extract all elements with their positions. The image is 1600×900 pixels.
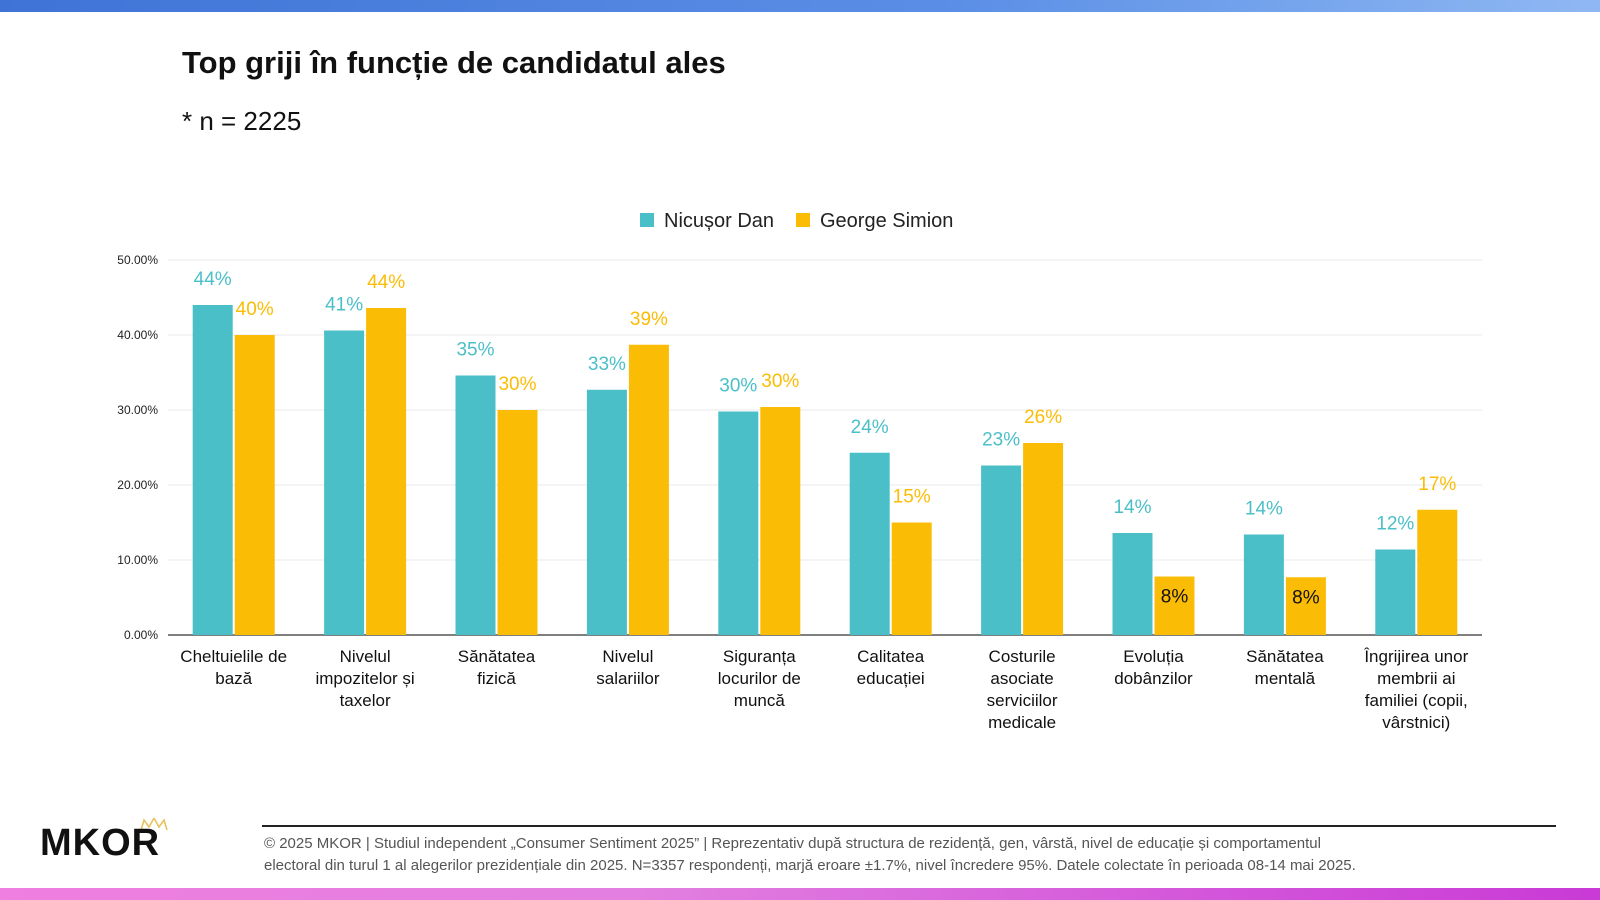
footer-divider [262,825,1556,827]
data-label: 30% [498,374,536,395]
bar-nicusor-dan [850,453,890,635]
bar-george-simion [235,335,275,635]
data-label: 33% [588,354,626,375]
footer-line-2: electoral din turul 1 al alegerilor prez… [264,855,1564,877]
x-tick-label: Nivelul salariilor [596,647,660,688]
x-tick-label-line: educației [857,669,925,688]
x-tick-label-line: Calitatea [857,647,925,666]
data-label: 17% [1418,474,1456,495]
x-tick-label-line: asociate [990,669,1053,688]
x-tick-label-line: serviciilor [987,691,1058,710]
x-tick-label-line: muncă [734,691,786,710]
data-label: 30% [719,376,757,397]
legend-label: Nicușor Dan [664,210,774,232]
data-label: 26% [1024,407,1062,428]
x-tick-label-line: dobânzilor [1114,669,1193,688]
x-tick-label: Siguranța locurilor de muncă [718,647,801,710]
data-label: 8% [1292,587,1320,608]
x-tick-label-line: fizică [477,669,516,688]
x-tick-label: Nivelul impozitelor și taxelor [315,647,414,710]
x-tick-label: Sănătatea fizică [458,647,536,688]
x-tick-label-line: medicale [988,713,1056,732]
x-tick-label-line: Cheltuielile de [180,647,287,666]
data-label: 24% [851,417,889,438]
bar-george-simion [629,345,669,635]
y-tick-label: 10.00% [117,553,158,567]
legend-swatch-dan [640,213,654,227]
x-tick-label: Evoluția dobânzilor [1114,647,1193,688]
legend-swatch-simion [796,213,810,227]
bar-nicusor-dan [981,466,1021,636]
y-tick-label: 50.00% [117,253,158,267]
bar-nicusor-dan [324,331,364,636]
mkor-logo: MKOR [40,818,190,862]
x-tick-label-line: membrii ai [1377,669,1455,688]
data-label: 44% [194,269,232,290]
x-tick-label: Cheltuielile de bază [180,647,287,688]
x-tick-label-line: locurilor de [718,669,801,688]
logo-text: MKOR [40,822,160,865]
data-label: 40% [236,299,274,320]
data-label: 44% [367,272,405,293]
bar-george-simion [892,523,932,636]
bar-george-simion [498,410,538,635]
data-label: 8% [1161,587,1189,608]
x-tick-label-line: impozitelor și [315,669,414,688]
bar-nicusor-dan [1113,533,1153,635]
x-tick-label-line: Evoluția [1123,647,1184,666]
x-tick-label-line: familiei (copii, [1365,691,1468,710]
bar-nicusor-dan [587,390,627,635]
data-label: 35% [456,340,494,361]
bar-nicusor-dan [1375,550,1415,636]
data-label: 15% [893,487,931,508]
data-label: 30% [761,371,799,392]
data-label: 39% [630,309,668,330]
data-label: 41% [325,295,363,316]
x-tick-label-line: Sănătatea [458,647,536,666]
y-tick-label: 20.00% [117,478,158,492]
data-label: 12% [1376,514,1414,535]
bar-george-simion [1023,443,1063,635]
data-label: 23% [982,430,1020,451]
bar-nicusor-dan [193,305,233,635]
x-tick-label-line: Costurile [989,647,1056,666]
bar-nicusor-dan [456,376,496,636]
x-tick-label-line: Sănătatea [1246,647,1324,666]
x-tick-label: Îngrijirea unor membrii ai familiei (copii… [1363,647,1468,732]
y-tick-label: 0.00% [124,628,158,642]
x-tick-label-line: mentală [1255,669,1316,688]
legend-label: George Simion [820,210,953,232]
data-label: 14% [1245,499,1283,520]
bar-george-simion [1417,510,1457,635]
x-tick-label-line: Siguranța [723,647,796,666]
x-tick-label-line: salariilor [596,669,660,688]
x-tick-label-line: Nivelul [340,647,391,666]
bar-george-simion [760,407,800,635]
grouped-bar-chart: 0.00% 10.00% 20.00% 30.00% 40.00% 50.00% Nicuș… [0,0,1600,760]
x-tick-label: Costurile asociate serviciilor medicale [987,647,1058,732]
y-tick-label: 40.00% [117,328,158,342]
bar-nicusor-dan [1244,535,1284,636]
footer-line-1: © 2025 MKOR | Studiul independent „Consu… [264,833,1564,855]
x-tick-label-line: taxelor [340,691,391,710]
footer-disclaimer: © 2025 MKOR | Studiul independent „Consu… [264,833,1564,877]
x-tick-label-line: Îngrijirea unor [1363,647,1468,666]
data-label: 14% [1113,497,1151,518]
x-tick-label-line: bază [215,669,252,688]
x-tick-label-line: Nivelul [602,647,653,666]
x-tick-label: Calitatea educației [857,647,925,688]
bar-nicusor-dan [718,412,758,636]
bar-george-simion [366,308,406,635]
y-tick-label: 30.00% [117,403,158,417]
bottom-gradient-band [0,888,1600,900]
x-tick-label-line: vârstnici) [1382,713,1450,732]
x-tick-label: Sănătatea mentală [1246,647,1324,688]
